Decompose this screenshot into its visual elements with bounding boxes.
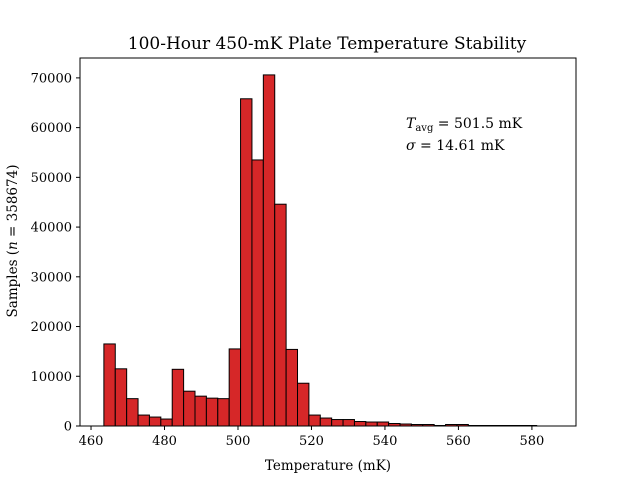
y-tick-label: 60000 (31, 121, 72, 136)
y-axis: 0 10000 20000 30000 40000 50000 60000 70000 (31, 71, 80, 435)
y-axis-label-after: = 358674) (5, 165, 21, 242)
histogram-bar (114, 368, 128, 427)
histogram-bar (205, 397, 219, 427)
y-axis-label-before: Samples ( (5, 250, 21, 318)
y-axis-label-n: n (5, 241, 21, 250)
histogram-bar (365, 421, 378, 427)
y-tick-label: 70000 (31, 71, 72, 86)
y-axis-label: Samples (n = 358674) (5, 165, 21, 318)
y-tick-label: 20000 (31, 320, 72, 335)
tavg-value: = 501.5 mK (433, 116, 522, 132)
histogram-bar (376, 421, 390, 427)
histogram-bar (251, 159, 264, 427)
histogram-bar (228, 348, 242, 427)
x-tick-label: 480 (152, 434, 177, 449)
x-axis-label: Temperature (mK) (265, 458, 391, 474)
x-tick-label: 540 (373, 434, 398, 449)
histogram-bar (342, 419, 355, 427)
y-tick-label: 0 (64, 420, 72, 435)
histogram-bar (297, 382, 310, 427)
chart-title: 100-Hour 450-mK Plate Temperature Stabil… (128, 34, 527, 54)
x-axis: 460 480 500 520 540 560 580 (79, 426, 544, 449)
histogram-bar (126, 398, 139, 427)
x-tick-label: 520 (299, 434, 324, 449)
histogram-bar (274, 203, 287, 427)
histogram-bar (353, 421, 367, 427)
histogram-bar (308, 414, 321, 427)
histogram-bar (103, 343, 116, 427)
y-tick-label: 50000 (31, 171, 72, 186)
y-tick-label: 30000 (31, 270, 72, 285)
y-tick-label: 10000 (31, 370, 72, 385)
histogram-bar (217, 398, 230, 427)
x-tick-label: 460 (79, 434, 104, 449)
histogram-bar (240, 98, 253, 427)
histogram-bar (137, 414, 150, 427)
x-tick-label: 580 (519, 434, 544, 449)
histogram-bar (171, 368, 185, 427)
x-tick-label: 560 (446, 434, 471, 449)
bars-group (103, 74, 538, 427)
plot-frame (79, 57, 577, 427)
x-tick-label: 500 (226, 434, 251, 449)
tavg-subscript: avg (415, 123, 434, 134)
histogram-bar (160, 418, 173, 427)
tavg-annotation: Tavg = 501.5 mK (406, 116, 523, 134)
histogram-bar (262, 74, 276, 427)
histogram-bar (331, 419, 344, 427)
histogram-bar (194, 395, 207, 427)
y-tick-label: 40000 (31, 221, 72, 236)
sigma-annotation: σ = 14.61 mK (406, 138, 505, 154)
histogram-bar (183, 390, 196, 427)
sigma-value: = 14.61 mK (416, 138, 505, 154)
histogram-bar (148, 416, 162, 427)
tavg-symbol: T (406, 116, 417, 132)
histogram-bar (319, 417, 333, 427)
histogram-bar (285, 348, 299, 427)
sigma-symbol: σ (406, 138, 416, 154)
